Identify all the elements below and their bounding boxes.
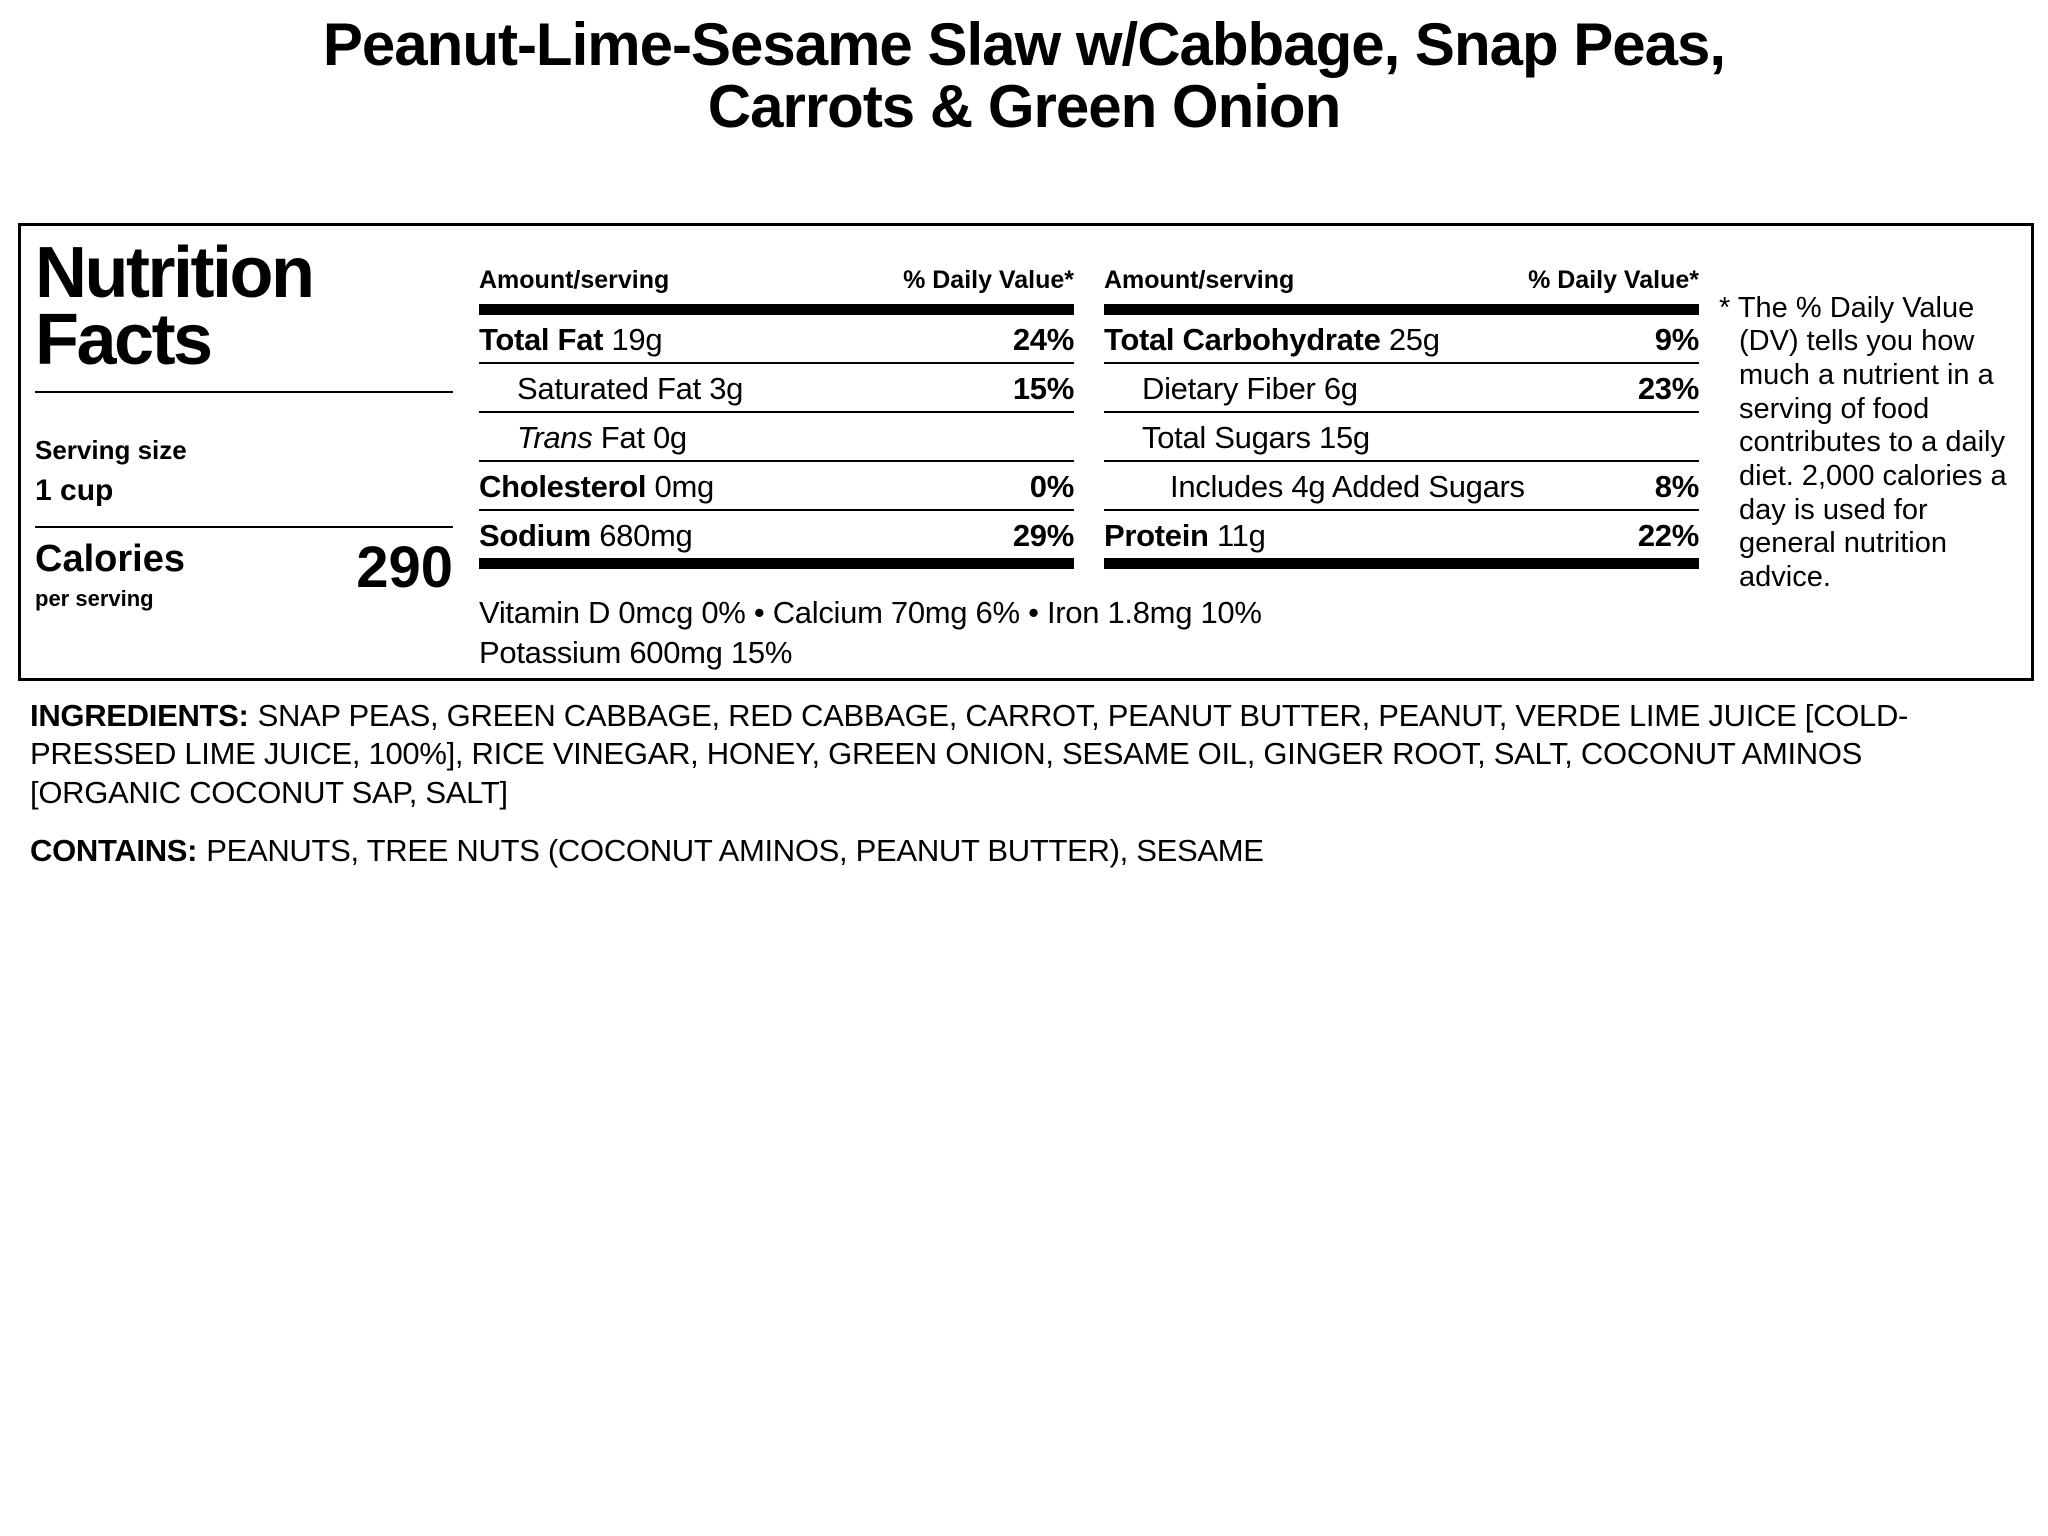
ingredients-label: INGREDIENTS: [30,697,249,733]
nutrient-amount: 11g [1208,517,1266,553]
nutrient-name: Sodium [479,517,591,553]
nutrient-row-added-sugars: Includes 4g Added Sugars 8% [1104,462,1699,511]
nutrition-facts-panel: Nutrition Facts Serving size 1 cup Calor… [18,222,2034,681]
divider [35,526,453,529]
thick-divider [479,303,1074,315]
nutrient-row-saturated-fat: Saturated Fat 3g 15% [479,364,1074,413]
nutrient-row-dietary-fiber: Dietary Fiber 6g 23% [1104,364,1699,413]
daily-value-header: % Daily Value* [1528,265,1699,294]
nutrient-amount: Fat 0g [592,419,687,455]
calories-label: Calories [35,538,185,581]
nutrition-facts-heading: Nutrition Facts [35,232,315,381]
divider [35,391,453,394]
panel-footnote-section: * The % Daily Value (DV) tells you how m… [1699,240,2031,678]
serving-size-label: Serving size [35,435,187,466]
nutrient-row-trans-fat: Trans Fat 0g [479,413,1074,462]
amount-serving-header: Amount/serving [1104,265,1295,294]
nutrient-amount: 19g [603,321,663,357]
nutrient-dv: 8% [1654,468,1700,504]
nutrient-row-total-sugars: Total Sugars 15g [1104,413,1699,462]
serving-size-value: 1 cup [35,474,114,508]
calories-sublabel: per serving [35,586,154,612]
calories-section: Calories per serving 290 [35,535,453,612]
daily-value-header: % Daily Value* [903,265,1074,294]
nutrient-name: Total Fat [479,321,604,357]
nutrient-dv: 29% [1012,517,1074,553]
product-title-line2: Carrots & Green Onion [707,73,1341,141]
nutrient-dv: 23% [1637,370,1699,406]
panel-left-section: Nutrition Facts Serving size 1 cup Calor… [35,232,479,678]
nutrient-column-carbohydrate: Amount/serving % Daily Value* Total Carb… [1104,266,1699,569]
nutrient-dv: 22% [1637,517,1699,553]
nutrient-amount: 680mg [590,517,693,553]
calories-value: 290 [356,535,453,601]
nutrient-row-protein: Protein 11g 22% [1104,511,1699,558]
micronutrients: Vitamin D 0mcg 0% • Calcium 70mg 6% • Ir… [479,593,1699,674]
micronutrients-line2: Potassium 600mg 15% [479,635,793,671]
daily-value-footnote: * The % Daily Value (DV) tells you how m… [1719,291,2007,593]
nutrient-dv: 24% [1012,321,1074,357]
nutrient-row-sodium: Sodium 680mg 29% [479,511,1074,558]
nutrient-row-cholesterol: Cholesterol 0mg 0% [479,462,1074,511]
nutrient-name: Protein [1104,517,1209,553]
nutrient-column-fat: Amount/serving % Daily Value* Total Fat … [479,266,1074,569]
nutrient-amount: Includes 4g Added Sugars [1170,468,1525,504]
nutrient-row-total-carbohydrate: Total Carbohydrate 25g 9% [1104,315,1699,364]
thick-divider [1104,303,1699,315]
product-title-line1: Peanut-Lime-Sesame Slaw w/Cabbage, Snap … [322,11,1726,78]
nutrient-name: Cholesterol [479,468,647,504]
nutrient-dv: 15% [1012,370,1074,406]
contains-paragraph: CONTAINS: PEANUTS, TREE NUTS (COCONUT AMI… [30,832,2020,870]
ingredients-paragraph: INGREDIENTS: SNAP PEAS, GREEN CABBAGE, RE… [30,697,2020,812]
product-title: Peanut-Lime-Sesame Slaw w/Cabbage, Snap … [0,0,2048,139]
nutrient-dv: 9% [1654,321,1700,357]
nutrient-name-italic: Trans [517,419,593,455]
nutrient-amount: 25g [1380,321,1440,357]
nutrient-amount: Dietary Fiber 6g [1142,370,1358,406]
nutrient-amount: Total Sugars 15g [1142,419,1370,455]
nutrient-dv: 0% [1029,468,1075,504]
nutrient-amount: Saturated Fat 3g [517,370,744,406]
nutrient-name: Total Carbohydrate [1104,321,1381,357]
ingredients-text: SNAP PEAS, GREEN CABBAGE, RED CABBAGE, C… [30,697,1909,810]
nutrient-amount: 0mg [646,468,715,504]
contains-label: CONTAINS: [30,833,198,869]
contains-text: PEANUTS, TREE NUTS (COCONUT AMINOS, PEAN… [206,833,1264,869]
thick-divider [479,557,1074,569]
amount-serving-header: Amount/serving [479,265,670,294]
nutrient-row-total-fat: Total Fat 19g 24% [479,315,1074,364]
micronutrients-line1: Vitamin D 0mcg 0% • Calcium 70mg 6% • Ir… [479,594,1262,630]
panel-middle-section: Amount/serving % Daily Value* Total Fat … [479,240,1699,678]
thick-divider [1104,557,1699,569]
